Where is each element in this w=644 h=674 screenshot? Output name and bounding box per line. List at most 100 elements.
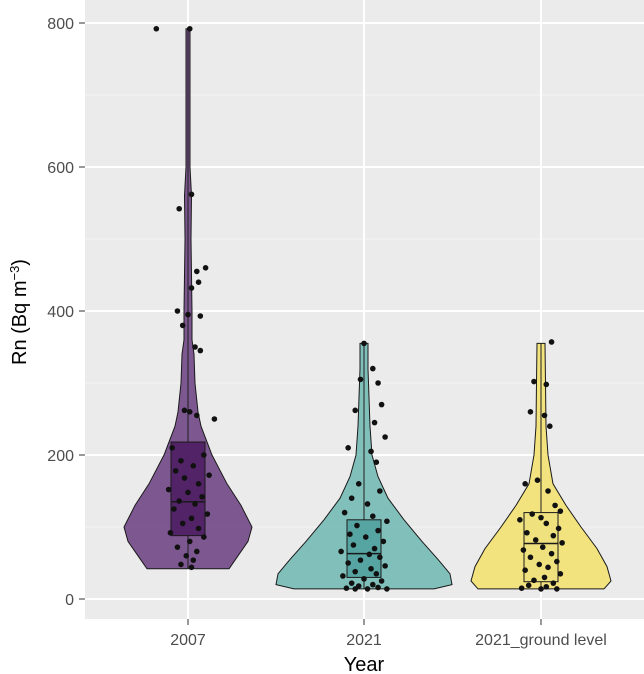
- data-point: [211, 416, 218, 422]
- data-point: [543, 520, 550, 527]
- data-point: [186, 409, 193, 415]
- data-point: [357, 557, 364, 563]
- data-point: [345, 560, 351, 566]
- data-point: [531, 378, 537, 385]
- data-point: [557, 571, 564, 577]
- x-tick-label: 2021_ground level: [475, 632, 607, 649]
- y-tick-label: 800: [47, 16, 74, 33]
- data-point: [350, 542, 357, 548]
- data-point: [167, 529, 174, 536]
- data-point: [188, 191, 195, 198]
- data-point: [543, 583, 550, 590]
- data-point: [186, 25, 193, 32]
- x-axis: 2007 2021 2021_ground level: [170, 619, 607, 649]
- data-point: [172, 468, 179, 474]
- data-point: [190, 557, 197, 563]
- data-point: [174, 544, 181, 550]
- data-point: [378, 578, 385, 584]
- data-point: [201, 534, 207, 540]
- data-point: [527, 554, 534, 561]
- data-point: [202, 265, 209, 271]
- data-point: [188, 285, 195, 291]
- data-point: [517, 517, 523, 523]
- data-point: [188, 564, 195, 571]
- data-point: [366, 551, 373, 558]
- data-point: [174, 308, 181, 314]
- data-point: [520, 547, 527, 553]
- y-tick-label: 600: [47, 160, 74, 177]
- data-point: [375, 380, 381, 386]
- data-point: [169, 445, 175, 451]
- data-point: [361, 340, 367, 347]
- data-point: [352, 568, 359, 575]
- data-point: [348, 580, 355, 586]
- data-point: [165, 486, 172, 493]
- data-point: [352, 407, 359, 414]
- data-point: [194, 548, 200, 555]
- data-point: [536, 561, 543, 568]
- data-point: [197, 313, 204, 319]
- data-point: [373, 459, 380, 466]
- data-point: [532, 537, 539, 543]
- data-point: [384, 586, 390, 592]
- data-point: [352, 586, 359, 592]
- box-iqr: [170, 441, 206, 537]
- data-point: [153, 25, 160, 32]
- data-point: [185, 489, 191, 496]
- data-point: [195, 279, 202, 286]
- x-axis-title: Year: [344, 654, 385, 674]
- data-point: [559, 540, 565, 546]
- data-point: [557, 508, 564, 514]
- data-point: [550, 532, 557, 539]
- data-point: [377, 554, 383, 561]
- data-point: [197, 347, 204, 354]
- data-point: [194, 412, 200, 419]
- data-point: [524, 529, 530, 536]
- data-point: [370, 513, 376, 519]
- data-point: [371, 545, 378, 552]
- data-point: [340, 573, 346, 579]
- data-point: [522, 567, 528, 573]
- data-point: [190, 463, 197, 469]
- data-point: [518, 585, 525, 591]
- data-point: [201, 452, 207, 458]
- data-point: [380, 538, 387, 545]
- data-point: [181, 475, 188, 481]
- data-point: [541, 412, 548, 419]
- data-point: [382, 563, 388, 569]
- data-point: [188, 515, 195, 522]
- y-axis-title: Rn (Bq m−3): [7, 259, 32, 365]
- data-point: [176, 205, 182, 212]
- data-point: [384, 518, 390, 525]
- data-point: [522, 481, 528, 487]
- y-axis-title-exponent: −3: [7, 266, 22, 281]
- data-point: [547, 423, 553, 430]
- data-point: [539, 544, 546, 550]
- data-point: [371, 419, 378, 426]
- data-point: [338, 548, 344, 555]
- y-tick-label: 200: [47, 448, 74, 465]
- data-point: [538, 586, 544, 592]
- data-point: [362, 534, 369, 540]
- data-point: [185, 311, 191, 318]
- data-point: [343, 585, 350, 591]
- y-axis-title-main: Rn (Bq m: [9, 281, 31, 365]
- data-point: [552, 502, 558, 509]
- data-point: [550, 580, 557, 586]
- data-point: [357, 376, 364, 383]
- data-point: [527, 409, 534, 415]
- data-point: [370, 365, 376, 372]
- data-point: [192, 344, 198, 350]
- data-point: [368, 565, 374, 572]
- data-point: [382, 434, 388, 440]
- data-point: [194, 268, 200, 275]
- data-point: [195, 525, 202, 532]
- data-point: [192, 501, 198, 507]
- data-point: [375, 527, 381, 534]
- data-point: [364, 501, 371, 507]
- data-point: [181, 407, 188, 414]
- data-point: [199, 493, 205, 500]
- data-point: [345, 445, 351, 451]
- data-point: [545, 564, 551, 571]
- data-point: [543, 381, 550, 388]
